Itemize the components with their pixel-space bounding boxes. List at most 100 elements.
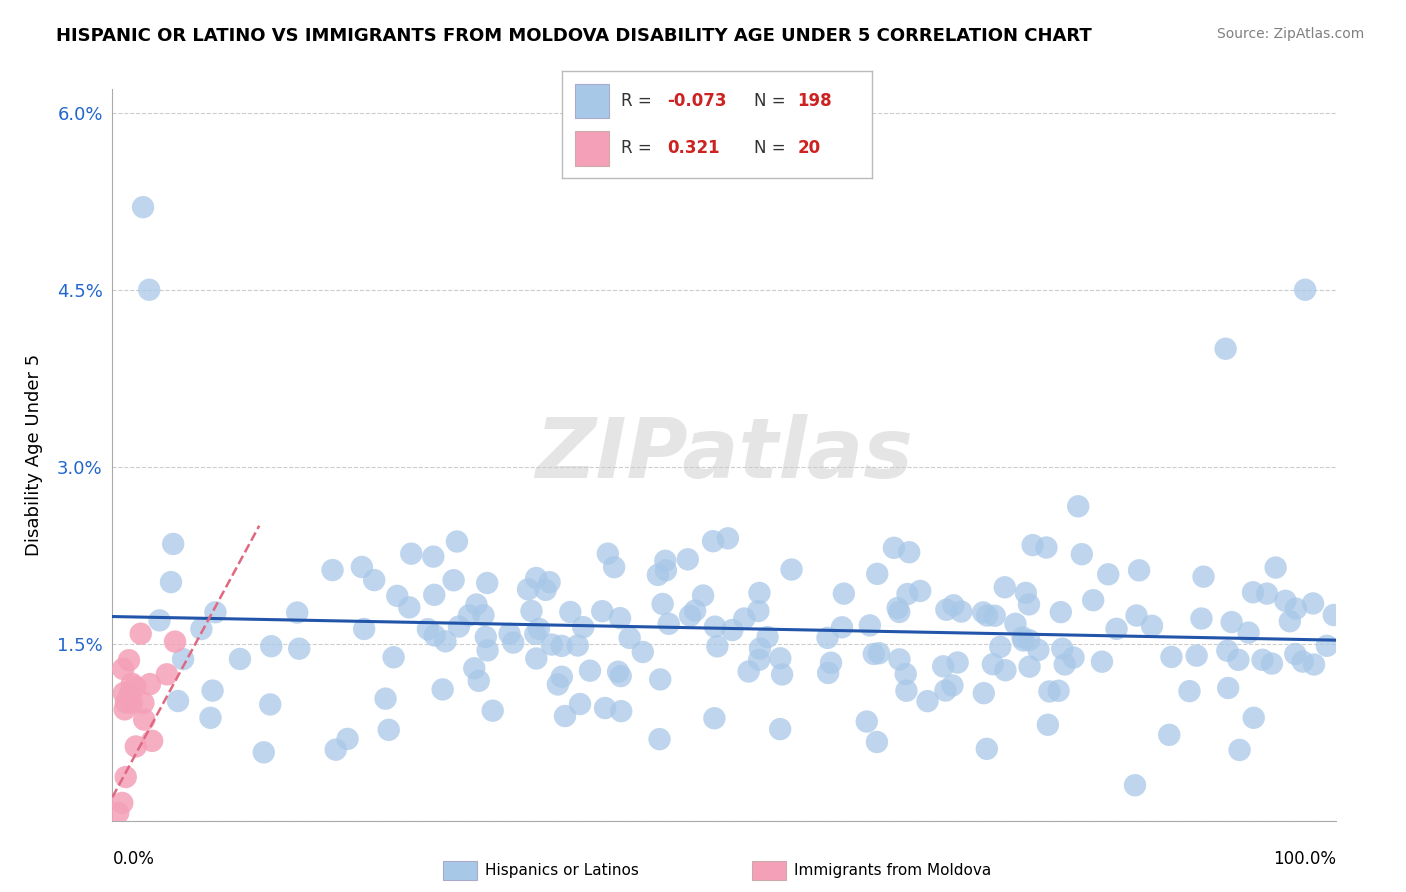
Point: [748, 653, 770, 667]
Point: [1264, 560, 1286, 574]
Point: [1125, 608, 1147, 623]
Point: [866, 735, 889, 749]
Bar: [575, 131, 609, 166]
Point: [1261, 657, 1284, 671]
Point: [1105, 622, 1128, 636]
Point: [1036, 718, 1059, 732]
Point: [988, 640, 1011, 654]
Point: [422, 549, 444, 564]
Point: [883, 541, 905, 555]
Point: [607, 665, 630, 679]
Point: [596, 547, 619, 561]
Point: [973, 686, 995, 700]
Point: [932, 659, 955, 673]
Point: [896, 587, 918, 601]
Point: [1185, 648, 1208, 663]
Point: [1012, 633, 1035, 648]
Point: [148, 613, 170, 627]
Point: [866, 566, 889, 581]
Point: [132, 200, 155, 214]
Point: [377, 723, 399, 737]
Point: [889, 605, 911, 619]
Point: [547, 677, 569, 691]
Point: [676, 552, 699, 566]
Text: Source: ZipAtlas.com: Source: ZipAtlas.com: [1216, 27, 1364, 41]
Point: [551, 670, 574, 684]
Text: N =: N =: [754, 139, 792, 157]
Point: [1160, 649, 1182, 664]
Point: [465, 598, 488, 612]
Point: [917, 694, 939, 708]
Point: [647, 568, 669, 582]
Point: [139, 677, 162, 691]
Point: [1215, 342, 1237, 356]
Y-axis label: Disability Age Under 5: Disability Age Under 5: [25, 354, 44, 556]
Point: [579, 664, 602, 678]
Text: 0.0%: 0.0%: [112, 850, 155, 868]
Point: [1004, 616, 1026, 631]
Point: [603, 560, 626, 574]
Point: [1123, 778, 1146, 792]
Point: [382, 650, 405, 665]
Point: [1302, 596, 1324, 610]
Point: [118, 687, 141, 701]
Point: [477, 576, 499, 591]
Point: [692, 589, 714, 603]
Point: [121, 676, 143, 690]
Point: [458, 608, 481, 623]
Point: [934, 683, 956, 698]
Point: [538, 575, 561, 590]
Point: [1035, 541, 1057, 555]
Point: [260, 639, 283, 653]
Point: [163, 634, 186, 648]
Point: [398, 600, 420, 615]
Point: [1091, 655, 1114, 669]
Point: [1243, 711, 1265, 725]
Point: [569, 697, 592, 711]
Text: Hispanics or Latinos: Hispanics or Latinos: [485, 863, 638, 878]
Point: [747, 604, 769, 618]
Point: [1053, 657, 1076, 672]
Point: [138, 283, 160, 297]
Point: [1159, 728, 1181, 742]
Point: [721, 623, 744, 637]
Text: 20: 20: [797, 139, 821, 157]
Text: ZIPatlas: ZIPatlas: [536, 415, 912, 495]
Point: [1028, 643, 1050, 657]
Point: [935, 603, 957, 617]
Point: [769, 651, 792, 665]
Point: [855, 714, 877, 729]
Point: [1284, 647, 1306, 661]
Point: [1067, 500, 1090, 514]
Point: [336, 731, 359, 746]
Point: [446, 534, 468, 549]
Point: [817, 665, 839, 680]
Point: [468, 673, 491, 688]
Point: [817, 631, 839, 645]
Point: [114, 770, 136, 784]
Point: [1011, 631, 1033, 645]
Point: [1192, 569, 1215, 583]
Point: [285, 606, 308, 620]
Point: [1285, 601, 1308, 615]
Point: [704, 620, 727, 634]
Point: [619, 631, 641, 645]
Point: [1140, 619, 1163, 633]
Point: [1256, 586, 1278, 600]
Point: [896, 683, 918, 698]
Point: [124, 680, 146, 694]
Point: [524, 627, 547, 641]
Point: [498, 627, 520, 641]
Point: [1047, 683, 1070, 698]
Point: [591, 604, 613, 618]
Point: [859, 618, 882, 632]
Point: [820, 656, 842, 670]
Point: [443, 574, 465, 588]
Point: [112, 662, 135, 676]
Point: [593, 701, 616, 715]
Point: [868, 646, 890, 660]
Point: [502, 635, 524, 649]
Point: [1128, 563, 1150, 577]
Point: [423, 628, 446, 642]
Text: 100.0%: 100.0%: [1272, 850, 1336, 868]
